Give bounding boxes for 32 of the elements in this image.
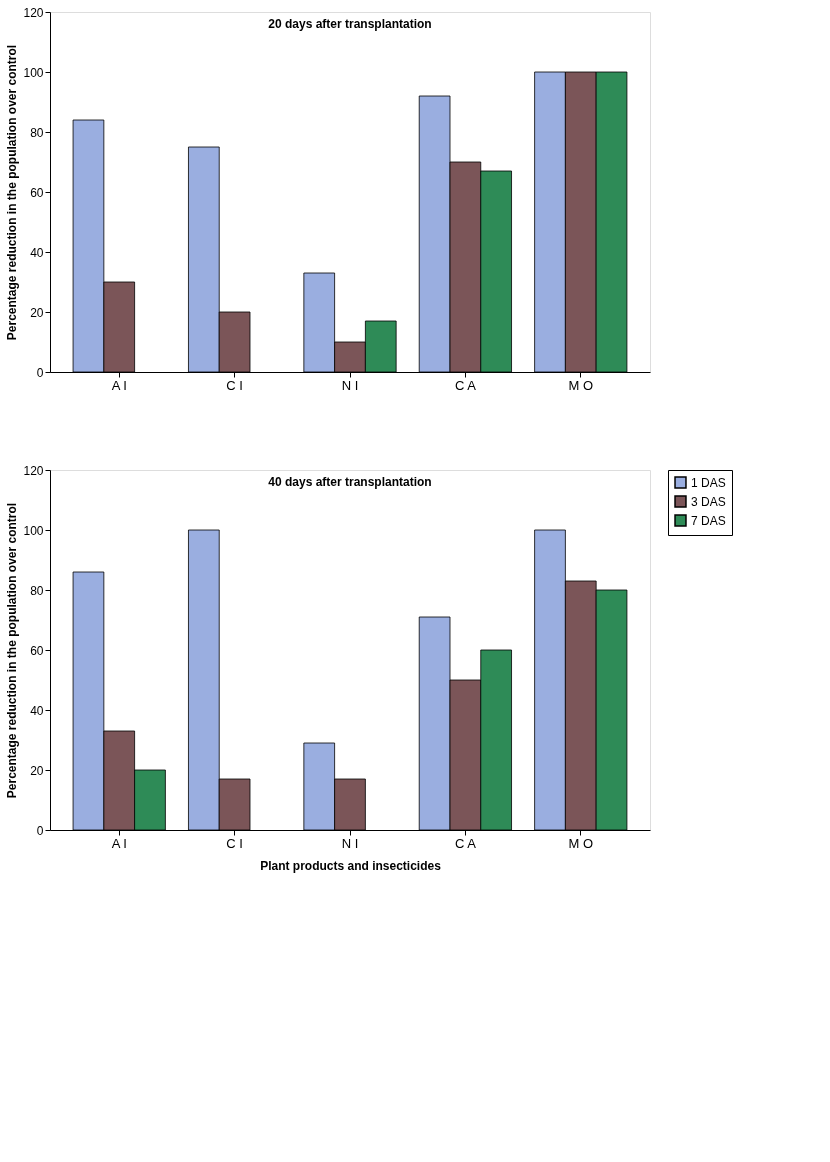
legend-label: 1 DAS xyxy=(691,475,726,490)
x-tick-label: A I xyxy=(111,377,127,393)
y-tick-label: 60 xyxy=(30,185,44,200)
x-tick-label: C A xyxy=(454,377,477,393)
y-axis-title: Percentage reduction in the population over control xyxy=(5,502,20,799)
y-tick-label: 80 xyxy=(30,583,44,598)
x-tick-label: N I xyxy=(341,377,359,393)
x-tick-label: C A xyxy=(454,835,477,851)
legend-label: 7 DAS xyxy=(691,513,726,528)
chart-title: 20 days after transplantation xyxy=(268,17,432,31)
y-tick-label: 60 xyxy=(30,643,44,658)
y-tick-label: 80 xyxy=(30,125,44,140)
x-tick-label: A I xyxy=(111,835,127,851)
x-axis-title: Plant products and insecticides xyxy=(260,858,442,873)
y-tick-label: 40 xyxy=(30,245,44,260)
x-tick-label: M O xyxy=(568,835,594,851)
x-tick-label: M O xyxy=(568,377,594,393)
y-tick-label: 20 xyxy=(30,305,44,320)
chart-title: 40 days after transplantation xyxy=(268,475,432,489)
y-tick-label: 100 xyxy=(23,523,44,538)
x-tick-label: C I xyxy=(226,377,243,393)
x-tick-label: C I xyxy=(226,835,243,851)
y-tick-label: 120 xyxy=(23,5,44,20)
y-tick-label: 40 xyxy=(30,703,44,718)
x-tick-label: N I xyxy=(341,835,359,851)
legend-label: 3 DAS xyxy=(691,494,726,509)
y-axis-title: Percentage reduction in the population over control xyxy=(5,44,20,341)
y-tick-label: 100 xyxy=(23,65,44,80)
y-tick-label: 0 xyxy=(36,823,44,838)
y-tick-label: 20 xyxy=(30,763,44,778)
y-tick-label: 120 xyxy=(23,463,44,478)
y-tick-label: 0 xyxy=(36,365,44,380)
